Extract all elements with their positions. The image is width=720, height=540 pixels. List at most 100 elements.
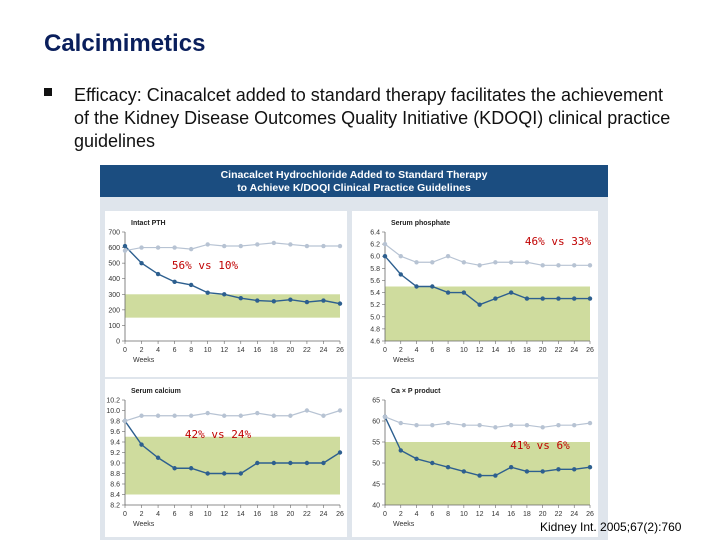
chart4-control-point — [587, 420, 593, 426]
chart4-control-point — [572, 423, 577, 428]
chart4-cinacalcet-point — [461, 469, 467, 474]
chart3-control-line — [124, 409, 341, 422]
chart2-target-band — [385, 286, 590, 341]
chart4-annotation: 41% vs 6% — [510, 439, 570, 452]
chart4-control-point — [508, 423, 514, 428]
chart4-control-point — [556, 423, 561, 428]
chart2-y-tick-label: 5.6 — [370, 278, 380, 285]
chart2-x-tick-label: 2 — [399, 347, 403, 354]
chart1-cinacalcet-point — [172, 279, 177, 285]
chart2-cinacalcet-point — [493, 296, 498, 301]
chart1-cinacalcet-point — [155, 271, 161, 277]
chart3-control-point — [321, 413, 326, 418]
chart2-y-tick-label: 6.0 — [370, 254, 380, 261]
chart1-cinacalcet-point — [139, 260, 144, 266]
chart1-x-tick-label: 20 — [286, 347, 294, 354]
chart3-y-tick-label: 9.2 — [110, 450, 120, 457]
chart3-control-point — [122, 418, 128, 424]
chart1-x-tick-label: 22 — [303, 347, 311, 354]
chart1-x-tick-label: 12 — [220, 347, 228, 354]
chart3-x-tick-label: 4 — [156, 511, 160, 518]
chart1-cinacalcet-line — [124, 245, 341, 305]
chart1-x-tick-label: 14 — [237, 347, 245, 354]
chart1-y-tick-label: 300 — [108, 292, 120, 299]
chart4-control-point — [477, 423, 482, 428]
chart2-x-tick-label: 18 — [523, 347, 531, 354]
chart3-y-tick-label: 10.2 — [106, 398, 120, 405]
chart4-control-line — [384, 416, 591, 428]
chart2-cinacalcet-point — [445, 290, 451, 295]
chart4-cinacalcet-point — [414, 456, 419, 461]
chart1-annotation: 56% vs 10% — [172, 259, 239, 272]
chart3-annotation: 42% vs 24% — [185, 428, 252, 441]
chart1-cinacalcet-point — [271, 299, 277, 304]
chart1-x-tick-label: 0 — [123, 347, 127, 354]
chart1-control-point — [205, 242, 210, 247]
chart1-control-point — [337, 243, 343, 249]
chart4-control-point — [414, 423, 419, 428]
chart2-x-tick-label: 12 — [476, 347, 484, 354]
chart2-x-tick-label: 16 — [507, 347, 515, 354]
chart1-y-tick-label: 0 — [116, 339, 120, 346]
chart2-cinacalcet-point — [556, 296, 561, 301]
chart3-cinacalcet-point — [238, 471, 243, 476]
chart4-control-point — [445, 420, 451, 426]
chart2-control-point — [414, 260, 419, 265]
chart3-target-band — [125, 436, 340, 495]
chart2-cinacalcet-point — [540, 296, 545, 301]
chart4-target-band — [385, 442, 590, 505]
chart4-cinacalcet-point — [445, 465, 451, 470]
chart1-x-tick-label: 16 — [253, 347, 261, 354]
bullet-square-icon — [44, 88, 52, 96]
chart2-cinacalcet-point — [524, 296, 530, 301]
chart1-control-point — [222, 243, 227, 249]
chart2-control-point — [540, 263, 545, 268]
chart4-control-point — [493, 425, 498, 430]
chart4-cinacalcet-point — [556, 467, 561, 472]
chart3-y-tick-label: 9.4 — [110, 440, 120, 447]
chart1-y-tick-label: 100 — [108, 323, 120, 330]
chart2-title: Serum phosphate — [391, 220, 450, 227]
chart4-cinacalcet-point — [493, 473, 498, 478]
chart2-x-tick-label: 4 — [415, 347, 419, 354]
chart3-cinacalcet-point — [304, 460, 310, 466]
chart2-y-tick-label: 5.8 — [370, 266, 380, 273]
chart2-control-point — [493, 260, 498, 265]
chart4-y-tick-label: 60 — [372, 419, 380, 426]
chart1-cinacalcet-point — [188, 282, 194, 288]
chart1-control-point — [304, 243, 310, 249]
chart3-y-tick-label: 10.0 — [106, 408, 120, 415]
chart1-y-tick-label: 500 — [108, 261, 120, 268]
chart3-control-point — [288, 413, 293, 418]
chart4-y-tick-label: 50 — [372, 461, 380, 468]
chart4-cinacalcet-point — [398, 448, 403, 453]
chart3-y-tick-label: 9.0 — [110, 461, 120, 468]
chart3-x-tick-label: 16 — [253, 511, 261, 518]
chart3-x-tick-label: 22 — [303, 511, 311, 518]
chart4-x-tick-label: 20 — [539, 511, 547, 518]
chart2-x-tick-label: 14 — [491, 347, 499, 354]
chart2-x-tick-label: 6 — [430, 347, 434, 354]
chart1-cinacalcet-point — [304, 299, 310, 305]
chart2-x-axis-label: Weeks — [393, 357, 415, 364]
citation: Kidney Int. 2005;67(2):760 — [540, 520, 682, 534]
chart1-x-tick-label: 2 — [140, 347, 144, 354]
chart4-cinacalcet-point — [524, 469, 530, 474]
chart1-control-point — [288, 242, 293, 247]
chart4-cinacalcet-point — [508, 465, 514, 470]
chart3-control-point — [304, 408, 310, 413]
chart4-x-tick-label: 14 — [491, 511, 499, 518]
chart2-cinacalcet-point — [477, 302, 482, 307]
chart4-cinacalcet-point — [587, 465, 593, 470]
chart4-y-tick-label: 40 — [372, 503, 380, 510]
chart3-control-point — [337, 408, 343, 413]
chart4-y-tick-label: 65 — [372, 398, 380, 405]
chart4-y-tick-label: 45 — [372, 482, 380, 489]
chart3-cinacalcet-point — [271, 460, 277, 466]
chart2-control-point — [556, 263, 561, 268]
chart1-control-point — [188, 246, 194, 252]
chart4-x-tick-label: 0 — [383, 511, 387, 518]
chart3-cinacalcet-point — [139, 442, 144, 447]
chart2-control-line — [384, 243, 590, 266]
figure-title-line2: to Achieve K/DOQI Clinical Practice Guid… — [237, 181, 471, 194]
